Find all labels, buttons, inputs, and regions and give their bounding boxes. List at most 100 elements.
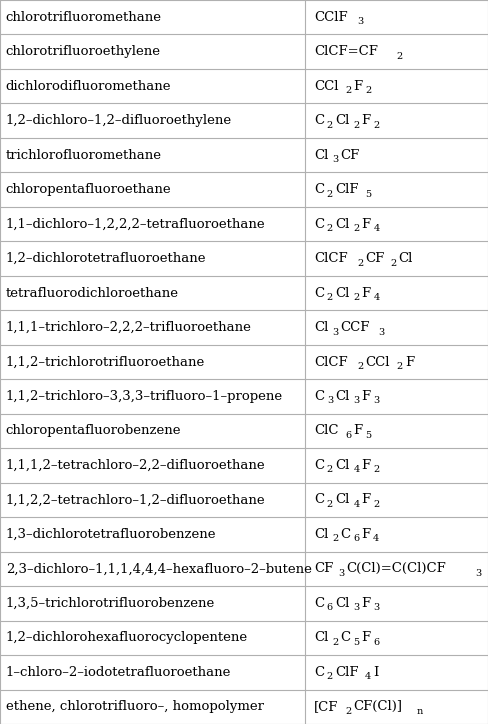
Text: C: C bbox=[314, 597, 324, 610]
Text: 1–chloro–2–iodotetrafluoroethane: 1–chloro–2–iodotetrafluoroethane bbox=[6, 666, 231, 679]
Text: 3: 3 bbox=[327, 397, 333, 405]
Text: 3: 3 bbox=[378, 327, 385, 337]
Text: 1,3–dichlorotetrafluorobenzene: 1,3–dichlorotetrafluorobenzene bbox=[6, 528, 216, 541]
Text: CF: CF bbox=[365, 252, 385, 265]
Text: 1,1,2–trichlorotrifluoroethane: 1,1,2–trichlorotrifluoroethane bbox=[6, 355, 205, 369]
Text: F: F bbox=[362, 528, 370, 541]
Text: 1,1,2–trichloro–3,3,3–trifluoro–1–propene: 1,1,2–trichloro–3,3,3–trifluoro–1–propen… bbox=[6, 390, 283, 403]
Text: 1,1,1–trichloro–2,2,2–trifluoroethane: 1,1,1–trichloro–2,2,2–trifluoroethane bbox=[6, 321, 252, 334]
Text: 2: 2 bbox=[365, 86, 371, 95]
Text: 1,3,5–trichlorotrifluorobenzene: 1,3,5–trichlorotrifluorobenzene bbox=[6, 597, 215, 610]
Text: dichlorodifluoromethane: dichlorodifluoromethane bbox=[6, 80, 171, 93]
Text: C: C bbox=[314, 114, 324, 127]
Text: F: F bbox=[362, 631, 370, 644]
Text: 3: 3 bbox=[332, 327, 339, 337]
Text: 3: 3 bbox=[353, 397, 360, 405]
Text: C: C bbox=[314, 666, 324, 679]
Text: 3: 3 bbox=[353, 603, 360, 613]
Text: 2: 2 bbox=[327, 224, 333, 233]
Text: F: F bbox=[362, 459, 371, 472]
Text: trichlorofluoromethane: trichlorofluoromethane bbox=[6, 148, 162, 161]
Text: 2: 2 bbox=[327, 673, 333, 681]
Text: CCl: CCl bbox=[314, 80, 338, 93]
Text: 3: 3 bbox=[357, 17, 364, 26]
Text: 2,3–dichloro–1,1,1,4,4,4–hexafluoro–2–butene: 2,3–dichloro–1,1,1,4,4,4–hexafluoro–2–bu… bbox=[6, 563, 312, 576]
Text: 1,2–dichlorohexafluorocyclopentene: 1,2–dichlorohexafluorocyclopentene bbox=[6, 631, 248, 644]
Text: 2: 2 bbox=[396, 51, 403, 61]
Text: 6: 6 bbox=[346, 431, 351, 440]
Text: C: C bbox=[314, 390, 324, 403]
Text: 4: 4 bbox=[365, 673, 371, 681]
Text: F: F bbox=[362, 493, 371, 506]
Text: 2: 2 bbox=[332, 638, 339, 647]
Text: F: F bbox=[362, 287, 371, 300]
Text: CCl: CCl bbox=[365, 355, 390, 369]
Text: 5: 5 bbox=[365, 190, 371, 198]
Text: F: F bbox=[353, 424, 363, 437]
Text: 1,1,1,2–tetrachloro–2,2–difluoroethane: 1,1,1,2–tetrachloro–2,2–difluoroethane bbox=[6, 459, 265, 472]
Text: 3: 3 bbox=[339, 569, 345, 578]
Text: Cl: Cl bbox=[314, 631, 328, 644]
Text: 2: 2 bbox=[397, 362, 403, 371]
Text: 2: 2 bbox=[357, 258, 364, 268]
Text: F: F bbox=[362, 597, 370, 610]
Text: 2: 2 bbox=[373, 121, 380, 130]
Text: chloropentafluorobenzene: chloropentafluorobenzene bbox=[6, 424, 182, 437]
Text: Cl: Cl bbox=[314, 321, 328, 334]
Text: 1,1–dichloro–1,2,2,2–tetrafluoroethane: 1,1–dichloro–1,2,2,2–tetrafluoroethane bbox=[6, 218, 265, 231]
Text: C: C bbox=[341, 631, 350, 644]
Text: 4: 4 bbox=[353, 500, 360, 509]
Text: 5: 5 bbox=[365, 431, 371, 440]
Text: 4: 4 bbox=[373, 224, 380, 233]
Text: 2: 2 bbox=[390, 258, 396, 268]
Text: F: F bbox=[362, 390, 371, 403]
Text: ClF: ClF bbox=[335, 666, 358, 679]
Text: CF: CF bbox=[341, 148, 360, 161]
Text: 3: 3 bbox=[373, 397, 380, 405]
Text: 1,1,2,2–tetrachloro–1,2–difluoroethane: 1,1,2,2–tetrachloro–1,2–difluoroethane bbox=[6, 493, 265, 506]
Text: Cl: Cl bbox=[335, 114, 349, 127]
Text: chloropentafluoroethane: chloropentafluoroethane bbox=[6, 183, 171, 196]
Text: C: C bbox=[314, 287, 324, 300]
Text: F: F bbox=[362, 218, 371, 231]
Text: Cl: Cl bbox=[335, 597, 349, 610]
Text: ClCF: ClCF bbox=[314, 252, 347, 265]
Text: ethene, chlorotrifluoro–, homopolymer: ethene, chlorotrifluoro–, homopolymer bbox=[6, 700, 264, 713]
Text: tetrafluorodichloroethane: tetrafluorodichloroethane bbox=[6, 287, 179, 300]
Text: 1,2–dichlorotetrafluoroethane: 1,2–dichlorotetrafluoroethane bbox=[6, 252, 206, 265]
Text: chlorotrifluoroethylene: chlorotrifluoroethylene bbox=[6, 45, 161, 58]
Text: 4: 4 bbox=[353, 466, 360, 474]
Text: 2: 2 bbox=[373, 466, 380, 474]
Text: Cl: Cl bbox=[335, 493, 349, 506]
Text: 4: 4 bbox=[373, 534, 379, 544]
Text: Cl: Cl bbox=[398, 252, 412, 265]
Text: 2: 2 bbox=[353, 224, 360, 233]
Text: 2: 2 bbox=[327, 190, 333, 198]
Text: 2: 2 bbox=[373, 500, 380, 509]
Text: C: C bbox=[314, 459, 324, 472]
Text: ClCF: ClCF bbox=[314, 355, 347, 369]
Text: Cl: Cl bbox=[335, 218, 349, 231]
Text: Cl: Cl bbox=[335, 390, 349, 403]
Text: 2: 2 bbox=[345, 707, 351, 716]
Text: 1,2–dichloro–1,2–difluoroethylene: 1,2–dichloro–1,2–difluoroethylene bbox=[6, 114, 232, 127]
Text: F: F bbox=[353, 80, 363, 93]
Text: Cl: Cl bbox=[335, 459, 349, 472]
Text: C: C bbox=[314, 183, 324, 196]
Text: 2: 2 bbox=[327, 121, 333, 130]
Text: 3: 3 bbox=[332, 155, 339, 164]
Text: 5: 5 bbox=[353, 638, 360, 647]
Text: 2: 2 bbox=[353, 293, 360, 302]
Text: F: F bbox=[362, 114, 371, 127]
Text: C(Cl)=C(Cl)CF: C(Cl)=C(Cl)CF bbox=[346, 563, 447, 576]
Text: 3: 3 bbox=[475, 569, 482, 578]
Text: CF: CF bbox=[314, 563, 333, 576]
Text: 2: 2 bbox=[332, 534, 339, 544]
Text: 4: 4 bbox=[373, 293, 380, 302]
Text: ClF: ClF bbox=[335, 183, 358, 196]
Text: C: C bbox=[341, 528, 350, 541]
Text: ClCF=CF: ClCF=CF bbox=[314, 45, 378, 58]
Text: 2: 2 bbox=[327, 293, 333, 302]
Text: 6: 6 bbox=[327, 603, 333, 613]
Text: chlorotrifluoromethane: chlorotrifluoromethane bbox=[6, 11, 162, 24]
